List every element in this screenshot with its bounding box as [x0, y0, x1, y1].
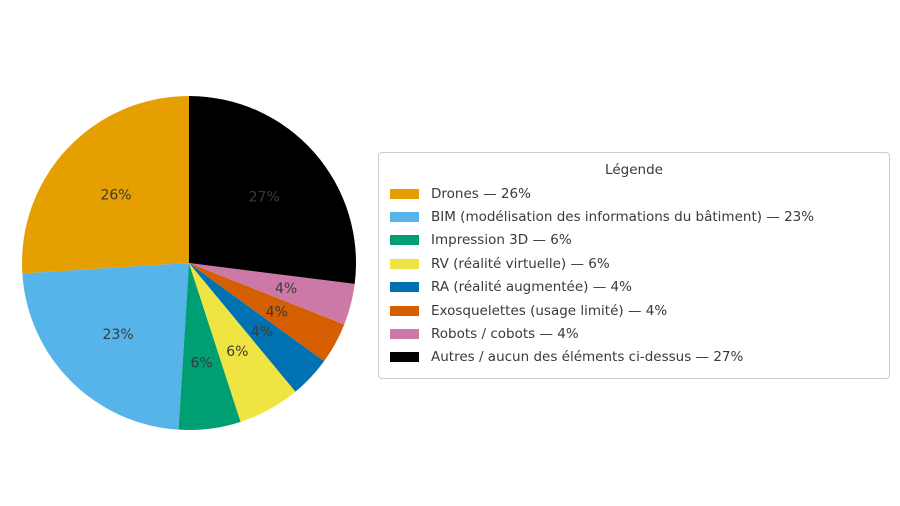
legend-swatch-icon	[390, 282, 419, 293]
legend-swatch-icon	[390, 258, 419, 269]
legend-item-label: Robots / cobots — 4%	[431, 326, 579, 343]
legend-swatch-icon	[390, 212, 419, 223]
pie-chart: 26%23%6%6%4%4%4%27%	[22, 96, 356, 431]
legend-item-label: Autres / aucun des éléments ci-dessus — …	[431, 349, 744, 366]
legend-item-label: RV (réalité virtuelle) — 6%	[431, 255, 610, 272]
pie-slice	[22, 263, 189, 430]
legend-item: Impression 3D — 6%	[390, 229, 878, 252]
legend-item-label: Exosquelettes (usage limité) — 4%	[431, 302, 668, 319]
legend-item: Drones — 26%	[390, 182, 878, 205]
legend-item: RV (réalité virtuelle) — 6%	[390, 252, 878, 275]
legend-swatch-icon	[390, 305, 419, 316]
pie-slice-label: 23%	[103, 327, 134, 343]
legend-title: Légende	[605, 162, 663, 178]
legend-item-label: Drones — 26%	[431, 185, 531, 202]
legend: Légende Drones — 26% BIM (modélisation de…	[378, 152, 890, 379]
pie-slice-label: 4%	[266, 304, 288, 320]
legend-item: Autres / aucun des éléments ci-dessus — …	[390, 346, 878, 369]
legend-swatch-icon	[390, 188, 419, 199]
pie-slice	[189, 96, 356, 284]
legend-item: BIM (modélisation des informations du bâ…	[390, 205, 878, 228]
pie-slice	[22, 96, 190, 274]
pie-slice	[189, 263, 345, 362]
pie-slice-label: 26%	[100, 187, 131, 203]
legend-swatch-icon	[390, 235, 419, 246]
legend-item-label: RA (réalité augmentée) — 4%	[431, 279, 632, 296]
legend-item-label: BIM (modélisation des informations du bâ…	[431, 209, 815, 226]
pie-slice-label: 27%	[249, 190, 280, 206]
legend-swatch-icon	[390, 352, 419, 363]
pie-slice	[189, 263, 355, 325]
pie-slice-label: 4%	[251, 325, 273, 341]
legend-items: Drones — 26% BIM (modélisation des inform…	[390, 182, 878, 369]
pie-slice-label: 6%	[226, 344, 248, 360]
legend-swatch-icon	[390, 329, 419, 340]
pie-slice	[189, 263, 296, 422]
pie-slice	[189, 263, 325, 392]
legend-item: RA (réalité augmentée) — 4%	[390, 276, 878, 299]
pie-slice	[178, 263, 241, 431]
pie-slice-label: 6%	[190, 355, 212, 371]
pie-slice-label: 4%	[275, 281, 297, 297]
legend-item-label: Impression 3D — 6%	[431, 232, 572, 249]
legend-item: Exosquelettes (usage limité) — 4%	[390, 299, 878, 322]
legend-item: Robots / cobots — 4%	[390, 322, 878, 345]
